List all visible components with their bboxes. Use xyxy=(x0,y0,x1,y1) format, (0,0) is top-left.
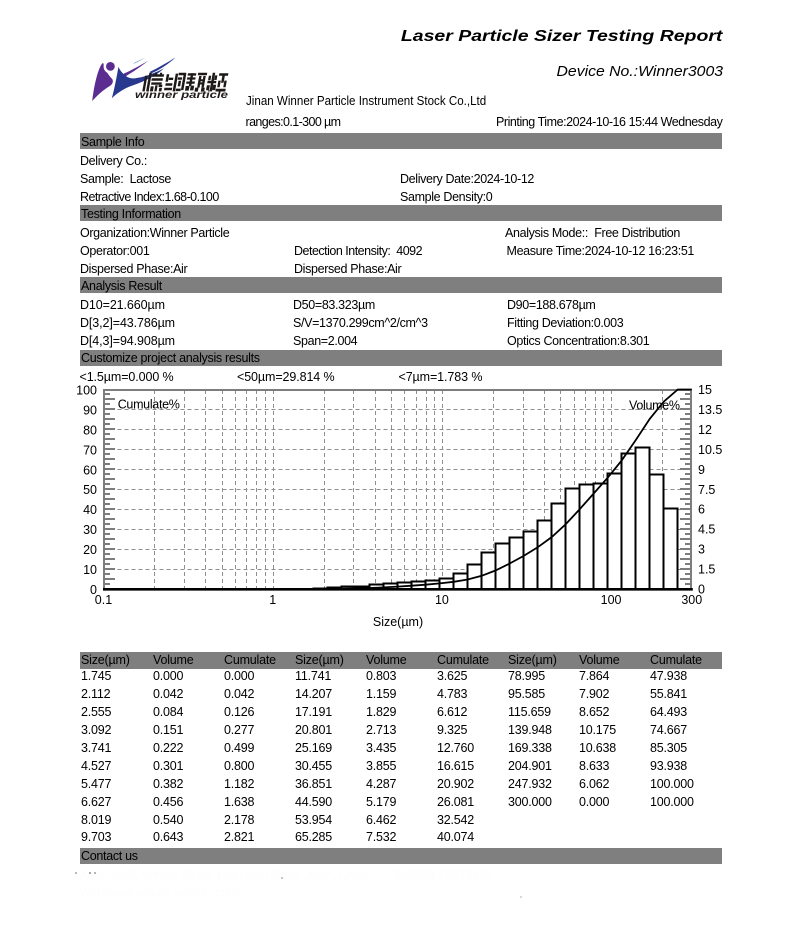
svg-text:80: 80 xyxy=(83,423,97,437)
svg-text:40: 40 xyxy=(83,503,97,517)
svg-text:15: 15 xyxy=(698,383,712,397)
svg-text:1.5: 1.5 xyxy=(698,563,715,577)
svg-text:10: 10 xyxy=(83,563,97,577)
svg-text:0: 0 xyxy=(698,583,705,597)
svg-text:Cumulate%: Cumulate% xyxy=(118,398,180,412)
svg-text:100: 100 xyxy=(601,593,622,607)
svg-text:90: 90 xyxy=(83,403,97,417)
svg-text:3: 3 xyxy=(698,543,705,557)
svg-text:70: 70 xyxy=(83,443,97,457)
svg-text:60: 60 xyxy=(83,463,97,477)
svg-text:0: 0 xyxy=(90,583,97,597)
svg-text:300: 300 xyxy=(681,593,702,607)
svg-text:50: 50 xyxy=(83,483,97,497)
svg-text:20: 20 xyxy=(83,543,97,557)
svg-text:Size(µm): Size(µm) xyxy=(373,615,423,629)
svg-text:13.5: 13.5 xyxy=(698,403,722,417)
svg-text:100: 100 xyxy=(76,384,97,398)
svg-text:30: 30 xyxy=(83,523,97,537)
svg-text:1: 1 xyxy=(269,593,276,607)
svg-text:12: 12 xyxy=(698,423,712,437)
svg-text:7.5: 7.5 xyxy=(698,483,715,497)
svg-text:0.1: 0.1 xyxy=(95,593,112,607)
svg-text:4.5: 4.5 xyxy=(698,523,715,537)
svg-text:10: 10 xyxy=(435,593,449,607)
svg-text:6: 6 xyxy=(698,503,705,517)
svg-text:Volume%: Volume% xyxy=(629,399,680,413)
svg-text:10.5: 10.5 xyxy=(698,443,722,457)
svg-text:9: 9 xyxy=(698,463,705,477)
